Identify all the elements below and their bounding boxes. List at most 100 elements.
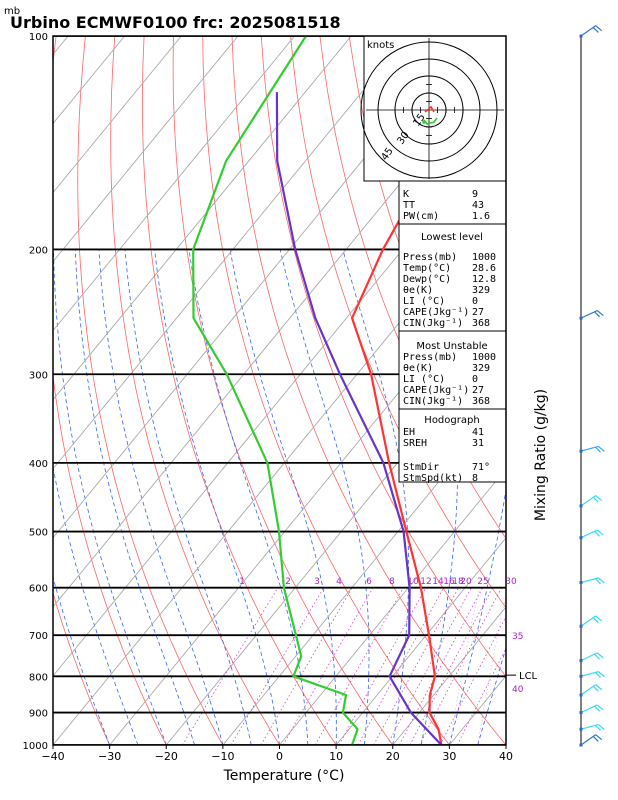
- k-index-value: 9: [472, 189, 478, 200]
- hodograph-ring: [377, 58, 481, 162]
- theta-e-line: [449, 587, 481, 745]
- x-tick-label: 30: [442, 750, 456, 763]
- theta-e-label: 40: [512, 685, 524, 695]
- table-row-value: 41: [472, 427, 484, 438]
- mixing-ratio-line: [373, 587, 459, 745]
- wind-level-marker: [579, 581, 583, 585]
- mixing-ratio-line: [282, 587, 374, 745]
- table-row-value: 0: [472, 374, 478, 385]
- table-row-value: 27: [472, 307, 484, 318]
- moist-adiabat-line: [188, 249, 309, 745]
- wind-barb-flag: [596, 529, 604, 536]
- mixing-ratio-label: 18: [452, 577, 464, 587]
- dry-adiabat-line: [142, 36, 337, 745]
- table-row-value: 8: [472, 473, 478, 484]
- wind-level-marker: [579, 624, 583, 628]
- table-row-value: 368: [472, 318, 490, 329]
- pressure-tick-label: 500: [29, 528, 48, 539]
- parcel-profile-line: [275, 92, 443, 745]
- dry-adiabat-line: [172, 36, 394, 745]
- table-row-label: CIN(Jkg⁻¹): [403, 396, 463, 407]
- wind-level-marker: [579, 727, 583, 731]
- lcl-label: LCL: [519, 671, 538, 682]
- mixing-ratio-label: 12: [420, 577, 431, 587]
- wind-level-marker: [579, 504, 583, 508]
- wind-barb-flag: [592, 617, 599, 624]
- isotherm-line: [53, 36, 182, 194]
- wind-barb-flag: [594, 530, 601, 537]
- moist-adiabat-line: [53, 575, 110, 745]
- tt-index-value: 43: [472, 200, 484, 211]
- wind-barb-flag: [596, 310, 604, 316]
- isobars: [53, 36, 506, 745]
- isotherm-line: [53, 36, 409, 470]
- isotherm-line: [335, 537, 506, 745]
- most-unstable-title: Most Unstable: [416, 341, 487, 352]
- wind-barb-flag: [596, 704, 604, 711]
- wind-level-marker: [579, 674, 583, 678]
- pw-label: PW(cm): [403, 211, 439, 222]
- wind-barb-flag: [594, 653, 601, 660]
- wind-level-marker: [579, 536, 583, 540]
- hodograph-table-title: Hodograph: [424, 415, 479, 426]
- wind-barb-flag: [595, 495, 603, 502]
- mixing-ratio-line: [338, 587, 427, 745]
- dry-adiabat-line: [231, 36, 506, 745]
- theta-e-line: [534, 588, 564, 745]
- table-row-label: Press(mb): [403, 252, 457, 263]
- wind-barb: [580, 704, 598, 714]
- x-tick-label: −10: [211, 750, 234, 763]
- table-row-label: Dewp(°C): [403, 274, 451, 285]
- pressure-unit-label: mb: [4, 6, 20, 17]
- pressure-tick-label: 600: [29, 584, 48, 595]
- theta-e-dotted-lines: [449, 587, 564, 745]
- table-row-label: SREH: [403, 438, 427, 449]
- hodograph-ring: [360, 41, 498, 179]
- pressure-tick-label: 800: [29, 672, 48, 683]
- moist-adiabat-line: [154, 249, 280, 745]
- table-row-value: 0: [472, 296, 478, 307]
- moist-adiabat-line: [342, 249, 410, 745]
- mixing-ratio-line: [386, 587, 472, 745]
- dry-adiabat-line: [77, 36, 224, 745]
- dry-adiabat-line: [110, 36, 280, 745]
- dry-adiabat-line: [319, 36, 506, 540]
- table-row-value: 329: [472, 363, 490, 374]
- theta-e-line: [477, 595, 506, 745]
- mixing-ratio-label: 14: [432, 577, 444, 587]
- mixing-ratio-line: [439, 615, 506, 745]
- mixing-ratio-label: 30: [505, 577, 517, 587]
- x-tick-label: 0: [276, 750, 283, 763]
- mixing-ratio-label: 25: [477, 577, 488, 587]
- mixing-ratio-label: 4: [336, 577, 342, 587]
- moist-adiabat-line: [477, 646, 506, 745]
- mixing-ratio-label: 3: [314, 577, 320, 587]
- table-row-label: θe(K): [403, 363, 433, 374]
- wind-barb: [580, 577, 599, 584]
- theta-e-line: [505, 743, 506, 745]
- table-row-label: EH: [403, 427, 415, 438]
- isotherm-line: [53, 36, 126, 125]
- x-tick-label: −30: [98, 750, 121, 763]
- isotherm-line: [53, 36, 239, 263]
- hodograph-point: [422, 120, 426, 124]
- pressure-tick-label: 200: [29, 245, 48, 256]
- table-row-value: 1000: [472, 252, 496, 263]
- wind-level-marker: [579, 316, 583, 320]
- table-row-label: StmDir: [403, 462, 439, 473]
- mixing-ratio-line: [398, 587, 483, 745]
- dry-adiabat-line: [584, 36, 618, 745]
- x-tick-label: 40: [499, 750, 513, 763]
- moist-adiabat-line: [53, 249, 167, 745]
- wind-barb-flag: [595, 734, 603, 741]
- table-row-value: 31: [472, 438, 484, 449]
- table-row-value: 71°: [472, 462, 490, 473]
- pressure-tick-label: 900: [29, 709, 48, 720]
- table-row-value: 1000: [472, 352, 496, 363]
- dewpoint-profile-line: [192, 36, 359, 745]
- theta-e-label: 35: [512, 632, 523, 642]
- dry-adiabat-line: [613, 36, 618, 745]
- isotherm-line: [222, 399, 506, 745]
